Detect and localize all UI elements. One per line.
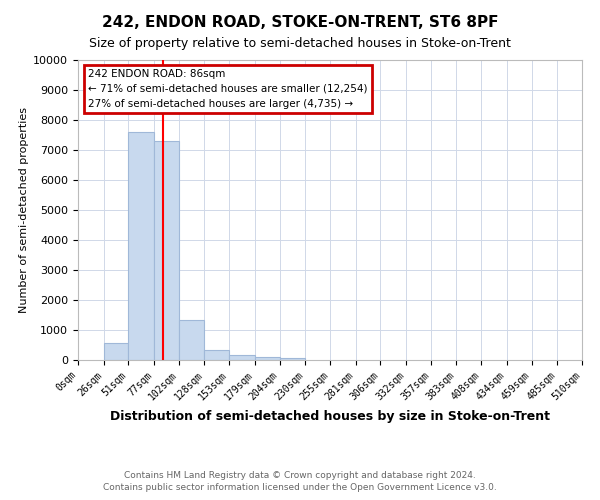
Bar [255,357,280,360]
Bar [229,355,255,360]
Bar [154,141,179,360]
Bar [128,132,154,360]
Y-axis label: Number of semi-detached properties: Number of semi-detached properties [19,107,29,313]
Text: 242 ENDON ROAD: 86sqm
← 71% of semi-detached houses are smaller (12,254)
27% of : 242 ENDON ROAD: 86sqm ← 71% of semi-deta… [88,69,368,108]
Bar [280,358,305,360]
Bar [179,320,205,360]
Bar [205,350,229,360]
Text: Contains HM Land Registry data © Crown copyright and database right 2024.
Contai: Contains HM Land Registry data © Crown c… [103,471,497,492]
Bar [104,343,128,360]
Text: Size of property relative to semi-detached houses in Stoke-on-Trent: Size of property relative to semi-detach… [89,38,511,51]
X-axis label: Distribution of semi-detached houses by size in Stoke-on-Trent: Distribution of semi-detached houses by … [110,410,550,423]
Text: 242, ENDON ROAD, STOKE-ON-TRENT, ST6 8PF: 242, ENDON ROAD, STOKE-ON-TRENT, ST6 8PF [102,15,498,30]
